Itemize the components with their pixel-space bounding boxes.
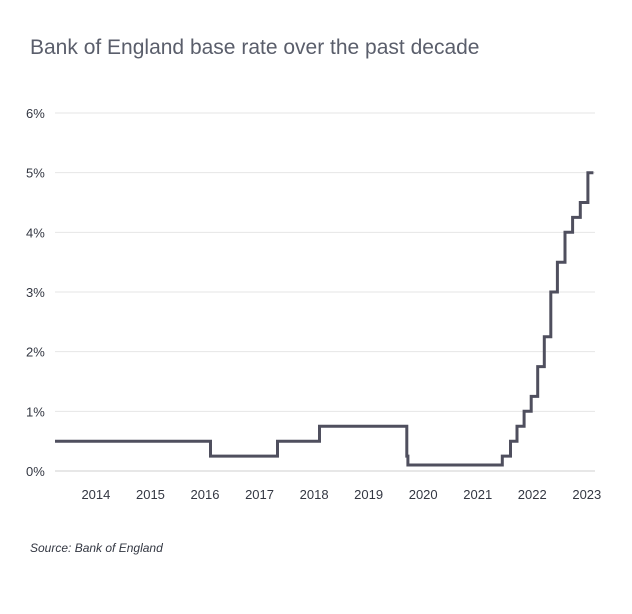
base-rate-series-line [55, 171, 594, 467]
y-axis-tick-labels: 0% 1% 2% 3% 4% 5% 6% [26, 106, 45, 479]
x-tick-label: 2016 [191, 487, 220, 502]
x-tick-label: 2021 [463, 487, 492, 502]
x-tick-label: 2023 [572, 487, 601, 502]
x-tick-label: 2017 [245, 487, 274, 502]
y-tick-label: 4% [26, 225, 45, 240]
x-tick-label: 2019 [354, 487, 383, 502]
x-tick-label: 2014 [81, 487, 110, 502]
chart-source-note: Source: Bank of England [30, 541, 163, 555]
x-tick-label: 2022 [518, 487, 547, 502]
x-tick-label: 2015 [136, 487, 165, 502]
y-tick-label: 3% [26, 285, 45, 300]
x-tick-label: 2018 [300, 487, 329, 502]
x-axis-tick-labels: 2014 2015 2016 2017 2018 2019 2020 2021 2022 2023 [81, 487, 601, 502]
y-tick-label: 2% [26, 345, 45, 360]
y-tick-label: 0% [26, 464, 45, 479]
y-tick-label: 1% [26, 404, 45, 419]
x-tick-label: 2020 [409, 487, 438, 502]
y-tick-label: 6% [26, 106, 45, 121]
chart-title: Bank of England base rate over the past … [30, 36, 480, 59]
y-tick-label: 5% [26, 166, 45, 181]
grid-lines [55, 112, 595, 472]
